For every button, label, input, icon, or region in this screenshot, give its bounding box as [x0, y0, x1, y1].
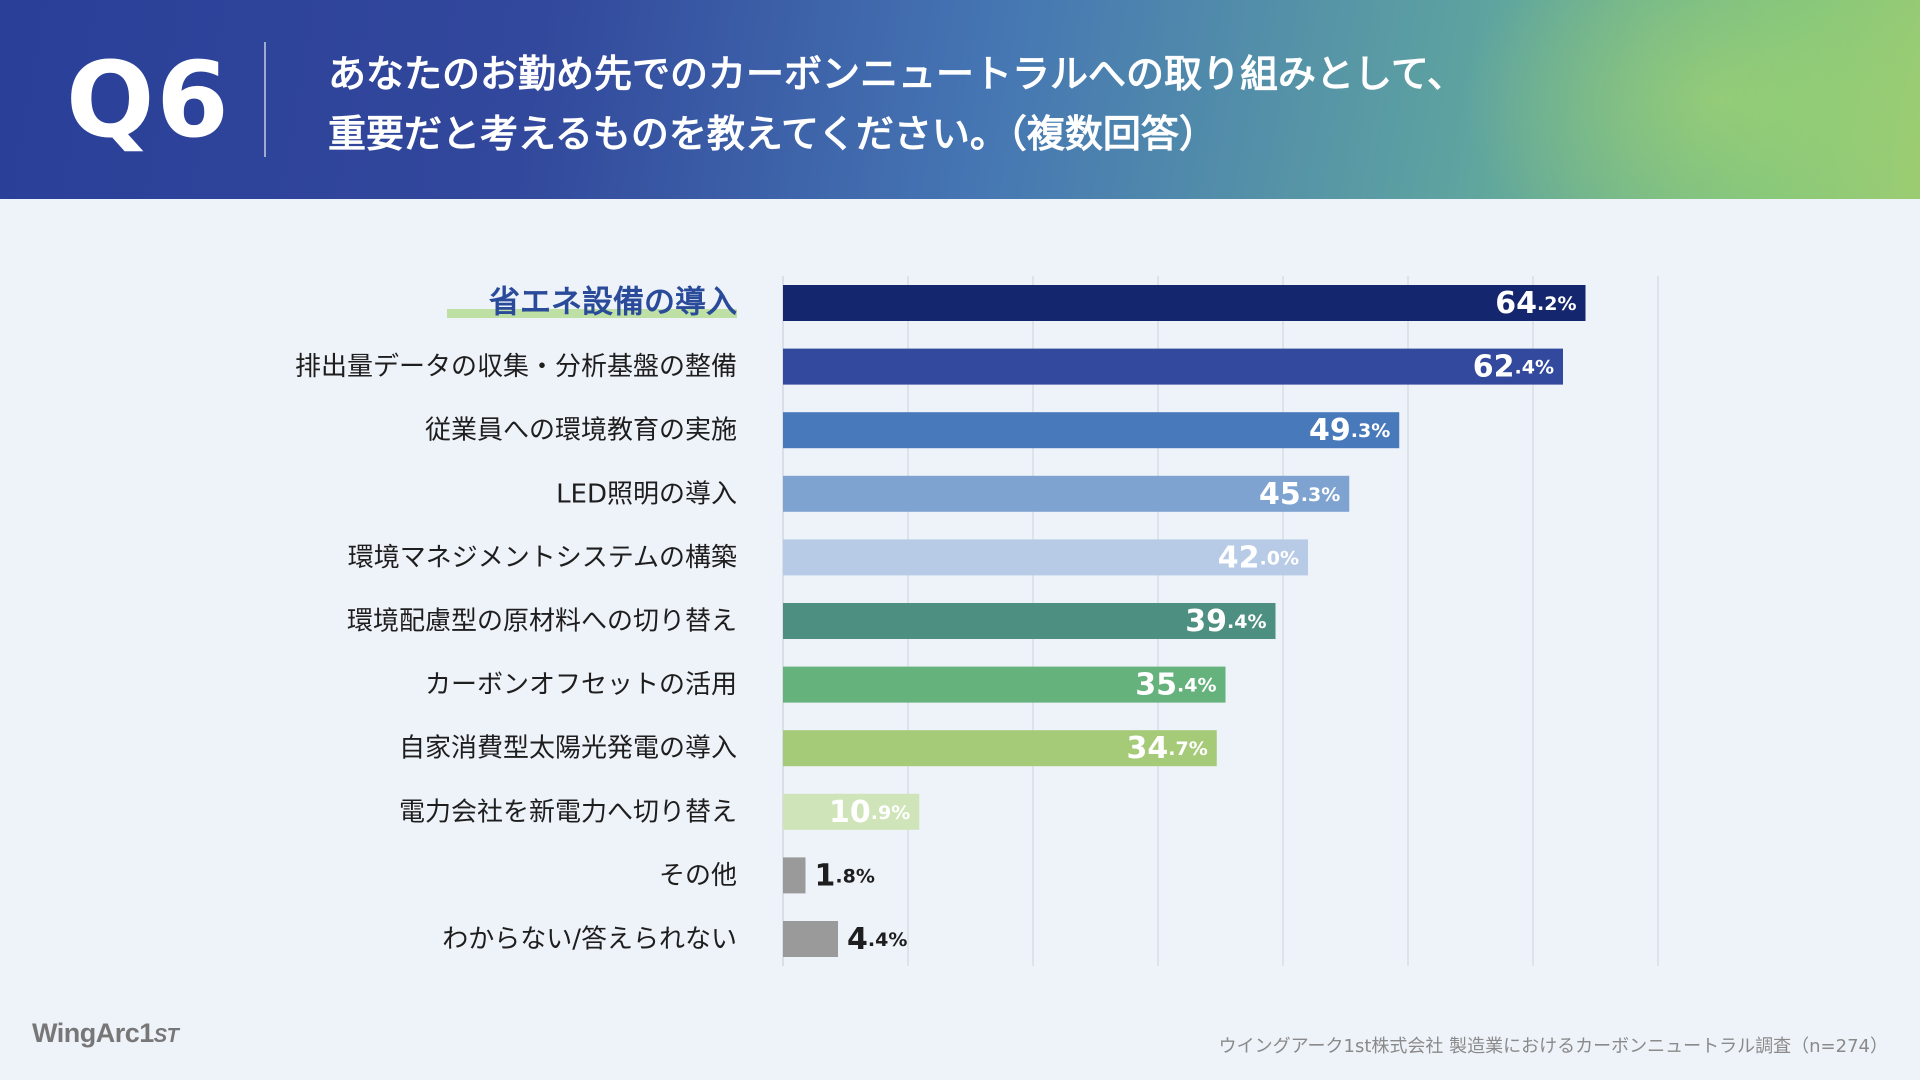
wingarc-logo: WingArc1ST [32, 1018, 179, 1049]
logo-st: ST [153, 1025, 179, 1047]
category-label: LED照明の導入 [556, 479, 737, 509]
question-title: あなたのお勤め先でのカーボンニュートラルへの取り組みとして、 重要だと考えるもの… [328, 44, 1628, 164]
value-label: 62.4% [1473, 349, 1554, 384]
value-label: 64.2% [1495, 286, 1576, 321]
bar [783, 475, 1350, 512]
bar [783, 285, 1586, 321]
category-label: 電力会社を新電力へ切り替え [399, 797, 737, 827]
bar [783, 730, 1217, 767]
logo-number: 1 [139, 1018, 154, 1048]
bar [783, 793, 920, 830]
highlight-underline [447, 309, 737, 318]
bar [783, 348, 1563, 385]
category-label: 自家消費型太陽光発電の導入 [399, 734, 737, 764]
bar [783, 412, 1400, 449]
category-label: わからない/答えられない [442, 925, 737, 955]
value-label: 10.9% [829, 794, 910, 829]
category-label: 排出量データの収集・分析基盤の整備 [295, 352, 737, 382]
category-label: 省エネ設備の導入 [489, 285, 737, 321]
question-title-line2: 重要だと考えるものを教えてください。（複数回答） [328, 112, 1217, 156]
question-number: Q6 [66, 39, 231, 161]
value-label: 39.4% [1185, 604, 1266, 639]
category-label: その他 [659, 861, 737, 891]
survey-source: ウイングアーク1st株式会社 製造業におけるカーボンニュートラル調査（n=274… [1218, 1036, 1888, 1057]
bar [783, 666, 1226, 703]
value-label: 34.7% [1127, 731, 1208, 766]
bar [783, 539, 1308, 576]
bar [783, 603, 1276, 639]
bar [783, 857, 806, 894]
logo-text: WingArc [32, 1018, 140, 1048]
value-label: 1.8% [815, 858, 875, 893]
value-label: 35.4% [1135, 667, 1216, 702]
question-title-line1: あなたのお勤め先でのカーボンニュートラルへの取り組みとして、 [328, 52, 1465, 96]
header-banner: Q6 あなたのお勤め先でのカーボンニュートラルへの取り組みとして、 重要だと考え… [0, 0, 1920, 199]
category-label: カーボンオフセットの活用 [425, 670, 737, 700]
category-label: 環境配慮型の原材料への切り替え [347, 607, 737, 637]
value-label: 4.4% [847, 922, 907, 957]
header-glow [1460, 0, 1920, 199]
value-label: 42.0% [1218, 540, 1299, 575]
bar [783, 921, 838, 957]
header-divider [264, 42, 266, 157]
value-label: 45.3% [1259, 476, 1340, 511]
category-label: 従業員への環境教育の実施 [425, 416, 737, 446]
category-label: 環境マネジメントシステムの構築 [348, 543, 737, 573]
value-label: 49.3% [1309, 413, 1390, 448]
